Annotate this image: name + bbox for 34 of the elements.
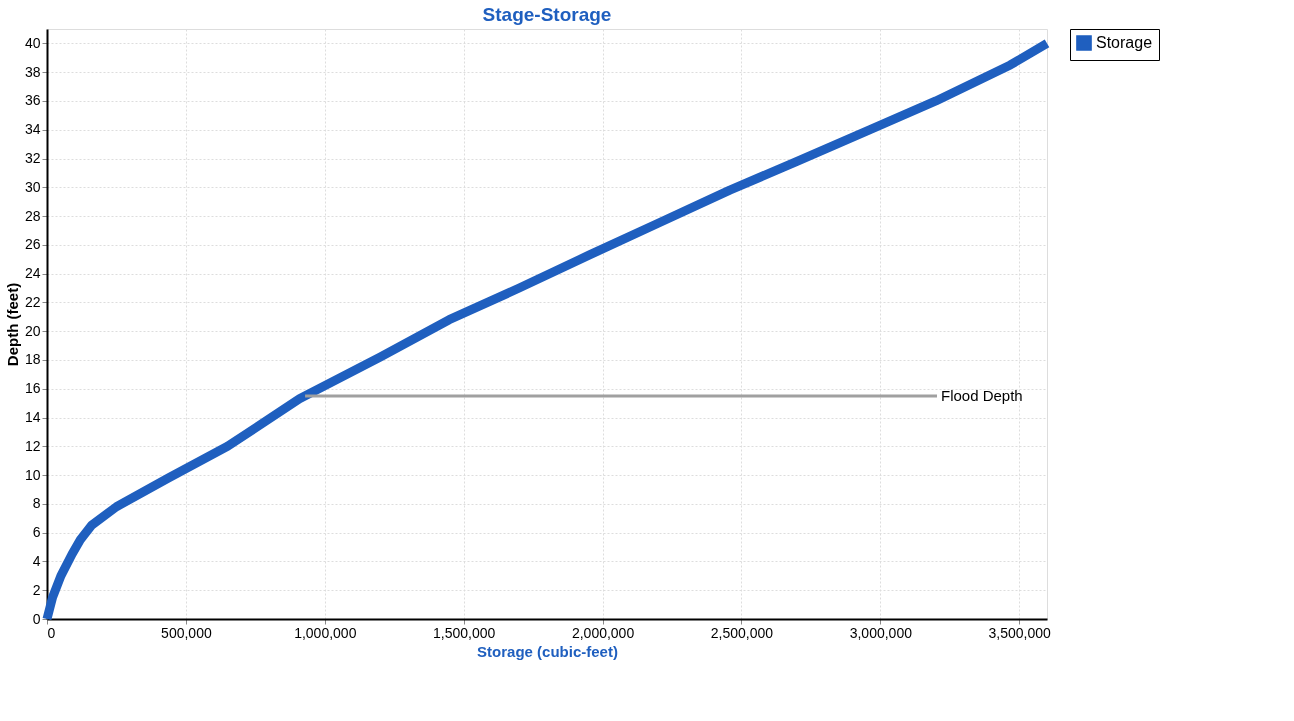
x-tick-label: 3,500,000: [988, 624, 1052, 641]
y-tick-label: 28: [24, 207, 41, 224]
y-tick-label: 24: [24, 265, 41, 282]
y-tick-label: 22: [24, 293, 41, 310]
y-tick-label: 4: [32, 552, 41, 569]
y-tick-label: 16: [24, 380, 41, 397]
x-tick-label: 1,500,000: [433, 624, 496, 641]
chart-title: Stage-Storage: [482, 3, 612, 25]
y-tick-label: 26: [24, 236, 41, 253]
x-axis-title: Storage (cubic-feet): [477, 642, 618, 660]
y-tick-label: 6: [32, 524, 41, 541]
x-tick-label: 2,500,000: [710, 624, 774, 641]
y-tick-label: 20: [24, 322, 41, 339]
y-axis-title: Depth (feet): [3, 282, 21, 367]
ref-line-label: Flood Depth: [941, 386, 1023, 404]
y-tick-label: 8: [32, 495, 41, 512]
legend-label: Storage: [1096, 34, 1153, 51]
y-tick-label: 30: [24, 178, 41, 195]
y-tick-label: 34: [24, 121, 41, 138]
x-tick-label: 1,000,000: [294, 624, 357, 641]
x-tick-label: 2,000,000: [571, 624, 635, 641]
y-tick-label: 18: [24, 351, 41, 368]
y-tick-label: 10: [24, 466, 41, 483]
y-tick-label: 32: [24, 150, 41, 167]
y-tick-label: 14: [24, 409, 41, 426]
y-tick-label: 0: [32, 610, 41, 627]
y-tick-label: 36: [24, 92, 41, 109]
x-tick-label: 0: [47, 624, 56, 641]
y-tick-label: 2: [32, 581, 41, 598]
x-tick-label: 3,000,000: [849, 624, 913, 641]
y-tick-label: 38: [24, 63, 41, 80]
y-tick-label: 12: [24, 437, 41, 454]
x-tick-label: 500,000: [161, 624, 212, 641]
y-tick-label: 40: [24, 34, 41, 51]
